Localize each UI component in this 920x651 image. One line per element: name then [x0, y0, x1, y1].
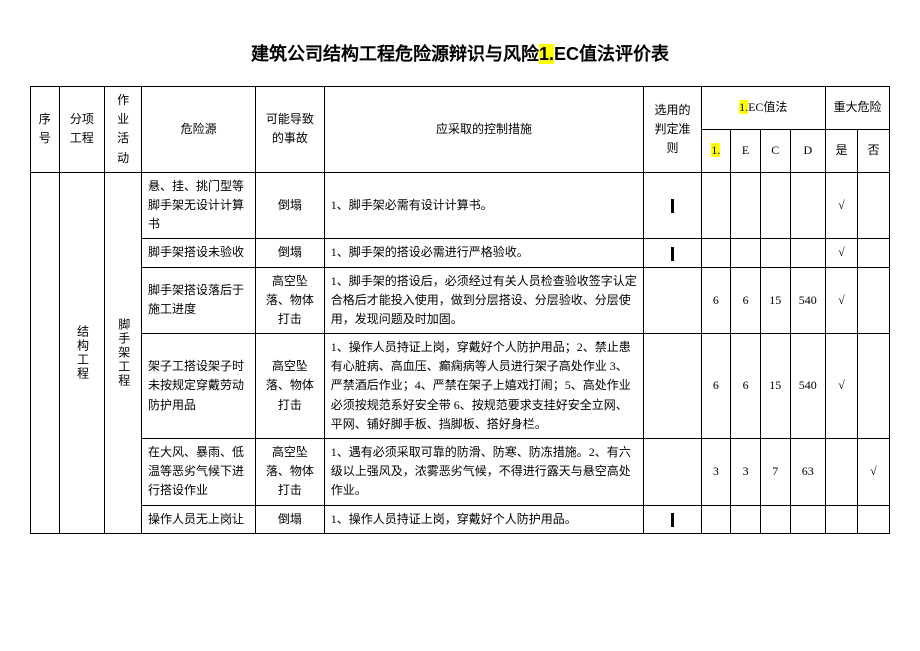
header-no: 否 — [857, 129, 889, 172]
cell-yes: √ — [825, 172, 857, 239]
table-row: 在大风、暴雨、低温等恶劣气候下进行搭设作业 高空坠落、物体打击 1、遇有必须采取… — [31, 439, 890, 506]
lec-hl: 1. — [739, 100, 748, 114]
header-L: 1. — [701, 129, 731, 172]
cell-C: 7 — [760, 439, 790, 506]
cell-no — [857, 334, 889, 439]
header-activity: 作业活动 — [105, 87, 142, 173]
cell-D — [790, 505, 825, 533]
criteria-bar-icon — [671, 199, 674, 213]
cell-criteria — [644, 505, 701, 533]
cell-C — [760, 172, 790, 239]
header-sub: 分项工程 — [59, 87, 105, 173]
cell-yes — [825, 439, 857, 506]
header-seq: 序号 — [31, 87, 60, 173]
cell-D — [790, 239, 825, 267]
header-lec: 1.EC值法 — [701, 87, 825, 130]
cell-criteria — [644, 334, 701, 439]
header-row-1: 序号 分项工程 作业活动 危险源 可能导致的事故 应采取的控制措施 选用的判定准… — [31, 87, 890, 130]
cell-E — [731, 172, 761, 239]
cell-E: 6 — [731, 334, 761, 439]
cell-hazard: 脚手架搭设未验收 — [141, 239, 255, 267]
cell-L — [701, 239, 731, 267]
table-row: 脚手架搭设落后于施工进度 高空坠落、物体打击 1、脚手架的搭设后，必须经过有关人… — [31, 267, 890, 334]
header-C: C — [760, 129, 790, 172]
header-measure: 应采取的控制措施 — [324, 87, 644, 173]
criteria-bar-icon — [671, 247, 674, 261]
cell-C: 15 — [760, 267, 790, 334]
cell-yes: √ — [825, 239, 857, 267]
table-row: 脚手架搭设未验收 倒塌 1、脚手架的搭设必需进行严格验收。 √ — [31, 239, 890, 267]
cell-E — [731, 239, 761, 267]
cell-E: 6 — [731, 267, 761, 334]
cell-measure: 1、脚手架必需有设计计算书。 — [324, 172, 644, 239]
cell-D — [790, 172, 825, 239]
cell-criteria — [644, 239, 701, 267]
title-prefix: 建筑公司结构工程危险源辩识与风险 — [251, 44, 539, 64]
cell-activity: 脚手架工程 — [105, 172, 142, 533]
cell-no — [857, 267, 889, 334]
cell-hazard: 脚手架搭设落后于施工进度 — [141, 267, 255, 334]
cell-criteria — [644, 172, 701, 239]
cell-yes: √ — [825, 334, 857, 439]
header-accident: 可能导致的事故 — [256, 87, 325, 173]
cell-L — [701, 172, 731, 239]
title-hl: 1. — [539, 44, 554, 64]
cell-E — [731, 505, 761, 533]
cell-seq — [31, 172, 60, 533]
cell-criteria — [644, 439, 701, 506]
cell-L: 3 — [701, 439, 731, 506]
table-row: 结构工程 脚手架工程 悬、挂、挑门型等脚手架无设计计算书 倒塌 1、脚手架必需有… — [31, 172, 890, 239]
header-D: D — [790, 129, 825, 172]
cell-D: 540 — [790, 267, 825, 334]
cell-L — [701, 505, 731, 533]
cell-sub: 结构工程 — [59, 172, 105, 533]
cell-measure: 1、操作人员持证上岗，穿戴好个人防护用品。 — [324, 505, 644, 533]
title-suffix: EC值法评价表 — [554, 44, 669, 64]
evaluation-table: 序号 分项工程 作业活动 危险源 可能导致的事故 应采取的控制措施 选用的判定准… — [30, 86, 890, 534]
cell-accident: 倒塌 — [256, 172, 325, 239]
cell-accident: 高空坠落、物体打击 — [256, 439, 325, 506]
cell-accident: 高空坠落、物体打击 — [256, 334, 325, 439]
cell-measure: 1、遇有必须采取可靠的防滑、防寒、防冻措施。2、有六级以上强风及，浓雾恶劣气候，… — [324, 439, 644, 506]
header-criteria: 选用的判定准则 — [644, 87, 701, 173]
cell-accident: 倒塌 — [256, 505, 325, 533]
cell-accident: 倒塌 — [256, 239, 325, 267]
cell-yes: √ — [825, 267, 857, 334]
cell-accident: 高空坠落、物体打击 — [256, 267, 325, 334]
cell-hazard: 悬、挂、挑门型等脚手架无设计计算书 — [141, 172, 255, 239]
cell-hazard: 在大风、暴雨、低温等恶劣气候下进行搭设作业 — [141, 439, 255, 506]
cell-measure: 1、操作人员持证上岗，穿戴好个人防护用品；2、禁止患有心脏病、高血压、癫痫病等人… — [324, 334, 644, 439]
cell-no — [857, 505, 889, 533]
cell-no: √ — [857, 439, 889, 506]
cell-C — [760, 505, 790, 533]
cell-criteria — [644, 267, 701, 334]
criteria-bar-icon — [671, 513, 674, 527]
cell-D: 540 — [790, 334, 825, 439]
header-major-risk: 重大危险 — [825, 87, 889, 130]
header-yes: 是 — [825, 129, 857, 172]
cell-L: 6 — [701, 334, 731, 439]
table-row: 操作人员无上岗让 倒塌 1、操作人员持证上岗，穿戴好个人防护用品。 — [31, 505, 890, 533]
page-title: 建筑公司结构工程危险源辩识与风险1.EC值法评价表 — [30, 40, 890, 66]
cell-no — [857, 172, 889, 239]
cell-hazard: 操作人员无上岗让 — [141, 505, 255, 533]
cell-D: 63 — [790, 439, 825, 506]
cell-L: 6 — [701, 267, 731, 334]
table-row: 架子工搭设架子时未按规定穿戴劳动防护用品 高空坠落、物体打击 1、操作人员持证上… — [31, 334, 890, 439]
cell-hazard: 架子工搭设架子时未按规定穿戴劳动防护用品 — [141, 334, 255, 439]
cell-measure: 1、脚手架的搭设必需进行严格验收。 — [324, 239, 644, 267]
cell-C — [760, 239, 790, 267]
cell-E: 3 — [731, 439, 761, 506]
header-E: E — [731, 129, 761, 172]
lec-suffix: EC值法 — [748, 100, 787, 114]
cell-yes — [825, 505, 857, 533]
header-hazard: 危险源 — [141, 87, 255, 173]
cell-measure: 1、脚手架的搭设后，必须经过有关人员检查验收签字认定合格后才能投入使用，做到分层… — [324, 267, 644, 334]
cell-no — [857, 239, 889, 267]
cell-C: 15 — [760, 334, 790, 439]
